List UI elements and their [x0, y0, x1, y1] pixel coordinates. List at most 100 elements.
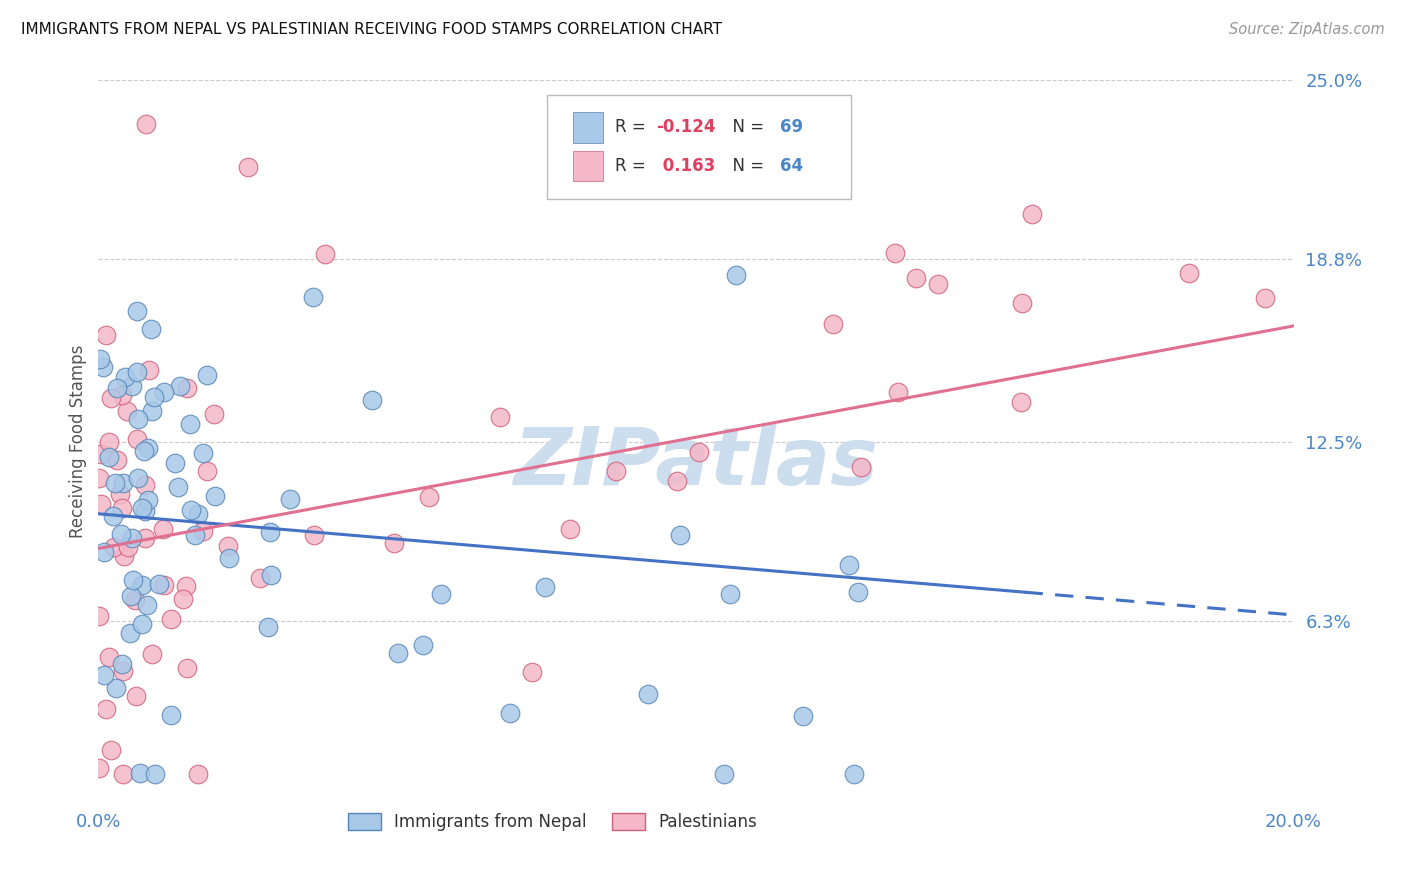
Point: [131, 577, 153, 591]
Point: [1254, 291, 1277, 305]
Point: [792, 709, 814, 723]
Point: [848, 585, 870, 599]
Point: [184, 527, 207, 541]
Text: ZIPatlas: ZIPatlas: [513, 425, 879, 502]
Point: [103, 540, 125, 554]
Point: [100, 743, 122, 757]
Point: [90, 447, 112, 461]
Point: [887, 385, 910, 400]
Point: [665, 474, 688, 488]
Point: [125, 304, 148, 318]
Point: [257, 620, 280, 634]
Point: [100, 391, 122, 405]
Point: [111, 767, 134, 781]
Point: [142, 390, 165, 404]
Point: [121, 379, 143, 393]
Point: [488, 409, 510, 424]
Point: [91, 359, 114, 374]
Point: [134, 478, 156, 492]
Point: [125, 432, 148, 446]
Point: [118, 625, 141, 640]
Point: [904, 270, 927, 285]
Point: [148, 577, 170, 591]
Point: [382, 535, 405, 549]
Point: [145, 767, 167, 781]
Point: [498, 706, 520, 720]
Point: [169, 378, 191, 392]
Point: [121, 531, 143, 545]
Point: [204, 489, 226, 503]
Point: [159, 707, 181, 722]
Text: N =: N =: [723, 119, 769, 136]
Y-axis label: Receiving Food Stamps: Receiving Food Stamps: [69, 345, 87, 538]
Point: [87, 761, 110, 775]
Point: [128, 766, 150, 780]
Point: [132, 444, 155, 458]
FancyBboxPatch shape: [547, 95, 852, 200]
Point: [315, 246, 337, 260]
Point: [135, 599, 157, 613]
Point: [842, 767, 865, 781]
Point: [97, 649, 120, 664]
Text: 0.163: 0.163: [657, 157, 714, 175]
Legend: Immigrants from Nepal, Palestinians: Immigrants from Nepal, Palestinians: [342, 806, 763, 838]
Text: -0.124: -0.124: [657, 119, 716, 136]
Point: [260, 568, 283, 582]
Point: [111, 665, 134, 679]
Point: [121, 573, 143, 587]
Point: [558, 522, 581, 536]
Point: [131, 617, 153, 632]
Point: [111, 501, 134, 516]
Text: 69: 69: [780, 119, 803, 136]
Point: [136, 441, 159, 455]
Text: N =: N =: [723, 157, 769, 175]
Point: [302, 290, 325, 304]
Point: [176, 381, 198, 395]
Point: [94, 702, 117, 716]
Point: [176, 660, 198, 674]
Point: [217, 539, 239, 553]
Point: [152, 578, 174, 592]
Point: [131, 500, 153, 515]
Text: 64: 64: [780, 157, 803, 175]
Point: [110, 657, 132, 672]
Point: [94, 327, 117, 342]
Point: [101, 508, 124, 523]
Point: [135, 117, 157, 131]
Point: [111, 476, 134, 491]
Point: [387, 646, 409, 660]
Point: [87, 609, 110, 624]
Text: R =: R =: [614, 157, 651, 175]
Point: [725, 268, 748, 282]
Point: [187, 507, 209, 521]
Point: [688, 445, 710, 459]
Point: [90, 497, 112, 511]
Point: [1177, 266, 1199, 280]
Point: [111, 388, 134, 402]
Point: [93, 668, 115, 682]
Point: [120, 589, 142, 603]
Point: [1011, 295, 1033, 310]
Point: [104, 681, 127, 696]
Point: [669, 528, 692, 542]
Point: [152, 523, 174, 537]
Point: [89, 351, 111, 366]
Point: [110, 527, 132, 541]
Point: [302, 528, 325, 542]
Point: [249, 571, 271, 585]
Point: [412, 638, 434, 652]
Point: [89, 471, 111, 485]
Point: [141, 322, 163, 336]
Point: [115, 404, 138, 418]
Point: [172, 591, 194, 606]
Point: [195, 368, 218, 382]
Point: [218, 550, 240, 565]
Point: [1021, 207, 1043, 221]
Point: [166, 480, 188, 494]
Point: [97, 450, 120, 464]
Point: [637, 687, 659, 701]
Point: [236, 160, 259, 174]
Point: [849, 460, 872, 475]
Point: [153, 384, 176, 399]
Point: [195, 464, 218, 478]
